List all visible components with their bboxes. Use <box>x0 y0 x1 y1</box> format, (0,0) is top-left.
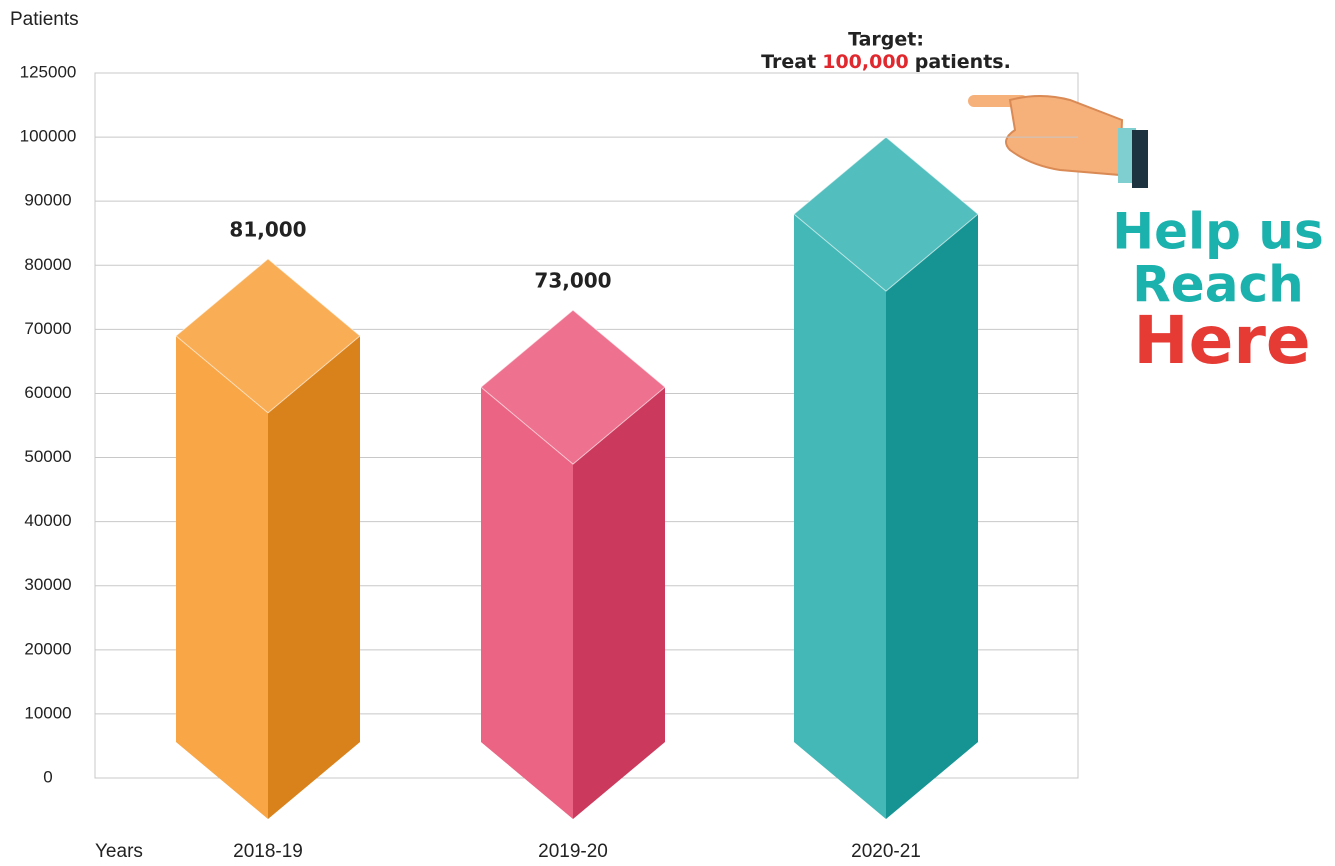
annotation-highlight: 100,000 <box>822 51 909 73</box>
x-tick-label: 2019-20 <box>538 841 608 862</box>
y-tick-label: 50000 <box>24 447 71 466</box>
x-tick-label: 2020-21 <box>851 841 921 862</box>
bar-top-shine <box>794 137 978 292</box>
pointing-hand <box>968 95 1148 188</box>
y-tick-label: 80000 <box>24 255 71 274</box>
bar-left-shade <box>794 214 886 819</box>
bar-left-face <box>794 214 886 819</box>
value-label: 73,000 <box>534 269 611 293</box>
bar-right-shade <box>573 387 665 819</box>
bar-top-face <box>480 309 666 465</box>
bar-top-shine <box>176 258 360 413</box>
bar-left-face <box>481 387 573 819</box>
bar <box>175 258 361 819</box>
bar-right-face <box>886 214 978 819</box>
y-tick-label: 20000 <box>24 639 71 658</box>
x-tick-label: 2018-19 <box>233 841 303 862</box>
y-tick-label: 125000 <box>20 62 77 81</box>
bar-right-face <box>268 335 360 819</box>
annotation: Treat 100,000 patients. <box>761 51 1011 73</box>
bar-top-face <box>793 136 979 292</box>
callout-line: Reach <box>1132 256 1303 314</box>
annotation-title: Target: <box>848 29 924 51</box>
bar-top-face <box>175 258 361 414</box>
bar-left-shade <box>176 335 268 819</box>
annotation-prefix: Treat <box>761 51 816 73</box>
x-axis-label: Years <box>95 841 143 862</box>
annotation-suffix: patients. <box>915 51 1011 73</box>
y-tick-label: 30000 <box>24 575 71 594</box>
bar-right-shade <box>268 335 360 819</box>
value-label: 81,000 <box>229 217 306 241</box>
bar <box>793 136 979 819</box>
y-tick-label: 10000 <box>24 703 71 722</box>
bar-top-shine <box>481 310 665 465</box>
bar <box>480 309 666 819</box>
y-tick-label: 90000 <box>24 191 71 210</box>
y-axis-label: Patients <box>10 9 79 30</box>
callout-line: Here <box>1133 302 1310 379</box>
bar-right-shade <box>886 214 978 819</box>
bar-left-face <box>176 335 268 819</box>
bar-left-shade <box>481 387 573 819</box>
callout-line: Help us <box>1112 203 1323 261</box>
y-tick-label: 100000 <box>20 127 77 146</box>
y-tick-label: 40000 <box>24 511 71 530</box>
y-tick-label: 0 <box>43 767 52 786</box>
y-tick-label: 60000 <box>24 383 71 402</box>
y-tick-label: 70000 <box>24 319 71 338</box>
bar-right-face <box>573 387 665 819</box>
